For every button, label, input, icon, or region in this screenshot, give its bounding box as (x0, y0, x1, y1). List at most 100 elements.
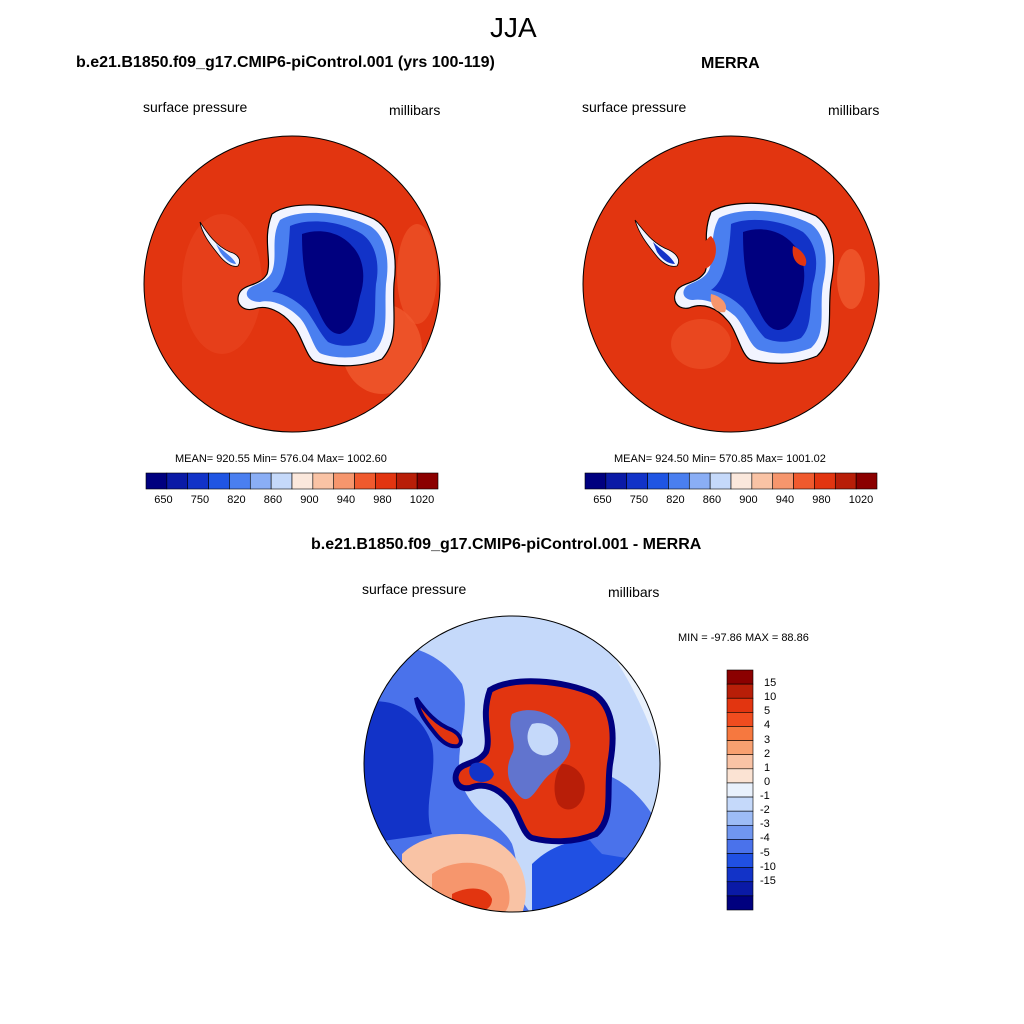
panel-3-units-label: millibars (608, 584, 660, 600)
ice-shelf-warm (696, 236, 716, 269)
panel-1-stats: MEAN= 920.55 Min= 576.04 Max= 1002.60 (175, 453, 387, 465)
colorbar-tick-label: 15 (764, 677, 777, 690)
colorbar-swatch (709, 472, 732, 490)
peninsula (414, 696, 463, 749)
colorbar-tick-label: 900 (739, 494, 758, 506)
colorbar-swatch (668, 472, 690, 490)
colorbar-swatch (395, 472, 418, 490)
colorbar-swatch (726, 895, 754, 911)
panel-2-title: MERRA (701, 55, 760, 72)
colorbar-swatch (726, 881, 754, 897)
continent-interior-blue (469, 762, 494, 782)
colorbar-swatch (726, 810, 754, 826)
colorbar-tick-label: -4 (760, 832, 770, 845)
ocean-band (397, 224, 437, 324)
ice-sheet-core (302, 231, 364, 334)
ocean-band (671, 319, 731, 369)
colorbar-tick-label: 940 (336, 494, 356, 506)
colorbar-swatch (772, 472, 794, 490)
continent-interior-warm (554, 764, 585, 810)
colorbar-tick-label: 650 (154, 494, 173, 506)
colorbar-tick-label: -2 (760, 804, 770, 817)
colorbar-swatch (726, 683, 754, 699)
ice-shelf-warm (792, 246, 807, 266)
panel-2-colorbar-ticks: 650 750 820 860 900 940 980 1020 (585, 494, 877, 508)
colorbar-swatch (726, 669, 754, 685)
colorbar-swatch (647, 472, 669, 490)
colorbar-swatch (354, 472, 376, 490)
colorbar-tick-label: 1020 (409, 494, 435, 506)
colorbar-swatch (726, 754, 754, 770)
colorbar-tick-label: 0 (764, 775, 771, 788)
colorbar-tick-label: 3 (764, 733, 771, 746)
colorbar-swatch (291, 472, 314, 490)
ice-sheet-core (743, 229, 805, 330)
colorbar-tick-label: 2 (764, 747, 771, 760)
colorbar-swatch (229, 472, 251, 490)
panel-1-units-label: millibars (389, 102, 441, 118)
colorbar-tick-label: 820 (227, 494, 246, 506)
panel-3-colorbar-ticks: 15 10 5 4 3 2 1 0 -1 -2 -3 -4 -5 -10 -15 (760, 670, 800, 910)
colorbar-swatch (312, 472, 335, 490)
colorbar-tick-label: 650 (593, 494, 612, 506)
panel-2-stats: MEAN= 924.50 Min= 570.85 Max= 1001.02 (614, 453, 826, 465)
continent-interior-light (527, 723, 559, 756)
colorbar-tick-label: 750 (190, 494, 210, 506)
panel-1-colorbar-ticks: 650 750 820 860 900 940 980 1020 (146, 494, 438, 508)
panel-1-title: b.e21.B1850.f09_g17.CMIP6-piControl.001 … (76, 54, 495, 71)
panel-2-variable-label: surface pressure (582, 99, 687, 115)
colorbar-swatch (187, 472, 209, 490)
panel-1-colorbar (145, 472, 439, 490)
ice-shelf-warm (710, 294, 727, 313)
panel-3-colorbar (726, 669, 754, 911)
colorbar-swatch (375, 472, 397, 490)
diff-band-deep (364, 701, 434, 844)
peninsula (634, 219, 679, 267)
colorbar-swatch (208, 472, 230, 490)
colorbar-tick-label: 1 (764, 761, 771, 774)
ocean-band (837, 249, 865, 309)
colorbar-swatch (726, 796, 754, 812)
colorbar-swatch (726, 867, 754, 883)
colorbar-swatch (726, 697, 754, 713)
colorbar-tick-label: 1020 (848, 494, 874, 506)
panel-1-map (143, 135, 441, 433)
colorbar-swatch (726, 824, 754, 840)
colorbar-swatch (688, 472, 711, 490)
colorbar-swatch (626, 472, 648, 490)
colorbar-swatch (726, 853, 754, 868)
colorbar-swatch (855, 472, 878, 490)
panel-1-variable-label: surface pressure (143, 99, 248, 115)
panel-2-colorbar (584, 472, 878, 490)
peninsula-ice (216, 244, 236, 264)
colorbar-swatch (726, 740, 754, 756)
colorbar-swatch (793, 472, 815, 490)
colorbar-swatch (333, 472, 355, 490)
colorbar-tick-label: 980 (812, 494, 831, 506)
peninsula (199, 221, 240, 267)
colorbar-tick-label: -10 (760, 860, 776, 873)
colorbar-tick-label: 820 (666, 494, 685, 506)
colorbar-swatch (605, 472, 628, 490)
colorbar-swatch (726, 712, 754, 727)
colorbar-swatch (726, 782, 754, 798)
colorbar-tick-label: 860 (263, 494, 283, 506)
colorbar-tick-label: 900 (300, 494, 319, 506)
panel-2-units-label: millibars (828, 102, 880, 118)
ocean-band (182, 214, 262, 354)
peninsula-ice (653, 242, 675, 264)
colorbar-swatch (726, 726, 754, 741)
colorbar-tick-label: 10 (764, 691, 777, 704)
panel-3-variable-label: surface pressure (362, 581, 467, 597)
colorbar-swatch (145, 472, 168, 490)
colorbar-swatch (834, 472, 857, 490)
colorbar-tick-label: 4 (764, 719, 771, 732)
colorbar-swatch (751, 472, 774, 490)
colorbar-swatch (270, 472, 293, 490)
panel-3-stats: MIN = -97.86 MAX = 88.86 (678, 632, 809, 644)
colorbar-tick-label: 750 (629, 494, 649, 506)
colorbar-swatch (584, 472, 607, 490)
colorbar-swatch (814, 472, 836, 490)
panel-3-map (363, 615, 661, 913)
colorbar-swatch (726, 839, 754, 854)
